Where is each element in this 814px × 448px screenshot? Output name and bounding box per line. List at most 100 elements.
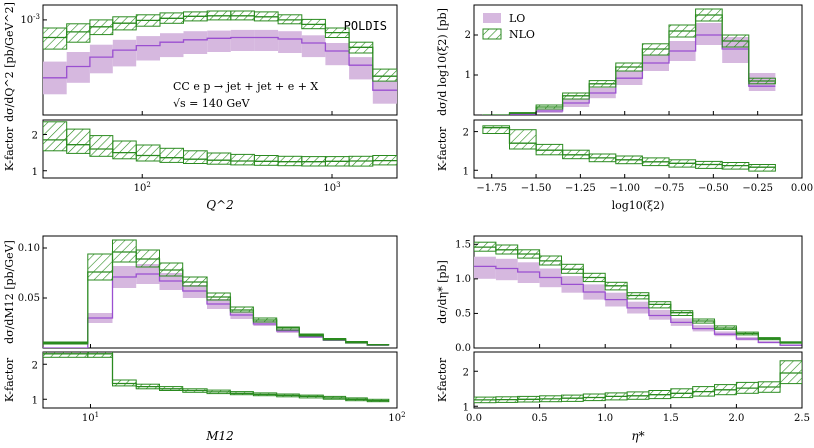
q2-nlo-line — [43, 15, 397, 77]
q2-kfactor-band-bin-4 — [135, 144, 161, 162]
legend-lo-label: LO — [509, 12, 525, 25]
panel-m12: 0.05 0.10 1 2 101 102 dσ/dM12 [pb/GeV] K-fac… — [3, 235, 406, 443]
q2-top-ylabel: dσ/dQ^2 [pb/GeV^2] — [3, 2, 16, 122]
xi2-lo-band-bin-8 — [695, 23, 723, 45]
m12-top-ytick-label-1: 0.10 — [18, 243, 40, 254]
eta-bottom-ylabel: K-factor — [436, 357, 449, 402]
xi2-xtick-label-6: −0.25 — [742, 183, 773, 194]
xi2-xtick-label-1: −1.50 — [521, 183, 552, 194]
q2-lo-band-bin-6 — [183, 31, 208, 54]
xi2-bottom-ytick-label-1: 2 — [463, 128, 469, 139]
eta-kfactor-series — [474, 360, 802, 404]
m12-lo-line — [43, 273, 389, 348]
xi2-kfactor-line — [482, 127, 776, 168]
m12-bottom-ylabel: K-factor — [3, 357, 16, 402]
panel-eta: 0.0 0.5 1.0 1.5 1 2 0.0 0.5 1.0 1.5 2.0 2.5 dσ/dη*… — [436, 235, 810, 443]
xi2-xtick-label-0: −1.75 — [476, 183, 507, 194]
legend-nlo-swatch — [482, 28, 502, 40]
q2-kfactor-band-bin-1 — [66, 128, 91, 154]
q2-lo-band-bin-7 — [207, 30, 231, 52]
q2-lo-band-bin-4 — [136, 36, 160, 61]
xi2-kfactor-series — [482, 125, 776, 172]
q2-lo-band-bin-9 — [254, 29, 279, 51]
eta-bottom-ytick-label-1: 2 — [463, 367, 469, 378]
q2-bottom-ytick-label-1: 2 — [32, 131, 38, 142]
m12-xlabel: M12 — [205, 429, 234, 443]
eta-top-plot: 0.0 0.5 1.0 1.5 — [455, 239, 803, 354]
q2-kfactor-band-bin-5 — [159, 147, 184, 163]
xi2-top-frame — [473, 4, 803, 116]
m12-nlo-line — [43, 251, 389, 346]
q2-nlo-band-bin-0 — [43, 27, 68, 50]
eta-bottom-plot: 1 2 0.0 0.5 1.0 1.5 2.0 2.5 — [463, 360, 810, 424]
q2-series — [43, 10, 397, 104]
m12-bottom-frame — [42, 351, 398, 409]
legend: LO NLO — [482, 12, 535, 41]
eta-series — [474, 241, 802, 346]
q2-kfactor-band-bin-2 — [89, 135, 114, 157]
xi2-xtick-label-5: −0.50 — [698, 183, 729, 194]
xi2-xtick-label-4: −0.75 — [654, 183, 685, 194]
m12-bottom-plot: 1 2 101 102 — [32, 352, 406, 424]
xi2-bottom-ytick-label-0: 1 — [463, 166, 469, 177]
xi2-top-plot: 12 — [465, 8, 803, 115]
m12-bottom-ytick-label-0: 1 — [32, 395, 38, 406]
m12-top-ytick-label-0: 0.05 — [18, 293, 40, 304]
m12-nlo-band-bin-1 — [87, 253, 114, 281]
energy-label: √s = 140 GeV — [173, 97, 251, 110]
q2-lo-band-bin-12 — [325, 43, 350, 66]
eta-xtick-label-4: 2.0 — [728, 413, 744, 424]
q2-lo-band-bin-11 — [301, 35, 326, 58]
m12-xtick-label-0: 101 — [82, 411, 99, 424]
q2-top-ytick-label-0: 10-3 — [20, 13, 40, 26]
eta-top-ytick-label-1: 0.5 — [455, 308, 471, 319]
xi2-kfactor-band-bin-1 — [509, 129, 537, 150]
process-label: CC e p → jet + jet + e + X — [173, 80, 318, 93]
q2-nlo-band-bin-1 — [66, 23, 91, 43]
q2-kfactor-band-bin-7 — [206, 152, 232, 165]
q2-xlabel: Q^2 — [206, 198, 234, 212]
m12-kfactor-series — [43, 352, 390, 403]
eta-xtick-label-5: 2.5 — [794, 413, 810, 424]
m12-top-frame — [42, 235, 398, 349]
xi2-kfactor-band-bin-0 — [482, 125, 510, 135]
eta-kfactor-line — [474, 372, 802, 401]
q2-lo-band-bin-10 — [278, 31, 302, 53]
eta-xtick-label-1: 0.5 — [532, 413, 548, 424]
m12-top-plot: 0.05 0.10 — [18, 239, 398, 348]
eta-xtick-label-0: 0.0 — [466, 413, 482, 424]
eta-top-ylabel: dσ/dη* [pb] — [436, 260, 449, 324]
q2-kfactor-band-bin-0 — [43, 121, 68, 152]
xi2-xlabel: log10(ξ2) — [612, 199, 665, 212]
m12-xtick-label-1: 102 — [388, 411, 405, 424]
poldis-tag: POLDIS — [344, 19, 387, 33]
eta-xtick-label-2: 1.0 — [597, 413, 613, 424]
xi2-xtick-label-2: −1.25 — [565, 183, 596, 194]
eta-nlo-line — [474, 246, 802, 344]
q2-bottom-ytick-label-0: 1 — [32, 167, 38, 178]
q2-lo-band-bin-1 — [66, 52, 90, 83]
q2-nlo-band-bin-14 — [372, 68, 397, 82]
q2-lo-band-bin-2 — [89, 44, 113, 74]
xi2-xtick-label-3: −1.00 — [609, 183, 640, 194]
xi2-xtick-label-7: 0.00 — [791, 183, 813, 194]
q2-kfactor-band-bin-10 — [277, 155, 303, 167]
eta-bottom-ytick-label-0: 1 — [463, 402, 469, 413]
q2-xtick-label-0: 102 — [134, 181, 151, 194]
q2-kfactor-line — [43, 139, 397, 163]
q2-kfactor-band-bin-9 — [253, 155, 279, 166]
m12-nlo-band-bin-2 — [112, 239, 137, 263]
legend-nlo-label: NLO — [509, 28, 535, 41]
xi2-bottom-plot: 1 2 −1.75 −1.50 −1.25 −1.00 −0.75 −0.50 −0.25 0.0… — [463, 125, 813, 194]
q2-lo-band-bin-5 — [160, 33, 184, 58]
eta-top-frame — [473, 235, 803, 349]
q2-kfactor-band-bin-3 — [112, 140, 137, 160]
eta-lo-band-bin-0 — [474, 256, 496, 279]
xi2-bottom-frame — [473, 119, 803, 179]
eta-kfactor-band-bin-14 — [779, 360, 802, 385]
xi2-bottom-ylabel: K-factor — [436, 126, 449, 171]
xi2-series — [482, 8, 776, 115]
panel-q2: 10-3 1 2 102 103 POLDIS CC e p → jet + jet … — [3, 2, 398, 212]
q2-lo-band-bin-8 — [230, 29, 255, 51]
